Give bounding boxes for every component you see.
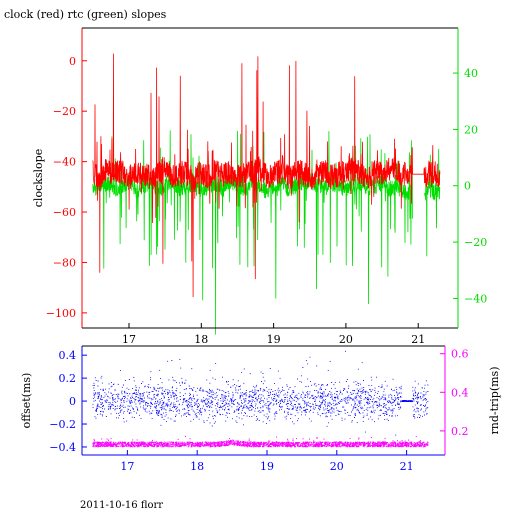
offset-y-tick-label: −0.2 — [49, 418, 76, 431]
y-tick-label: −100 — [46, 307, 76, 320]
y-tick-label: −60 — [53, 206, 76, 219]
offset-axis-label: offset(ms) — [20, 373, 33, 429]
bottom-x-tick-label: 19 — [260, 460, 274, 473]
y2-tick-label: −40 — [464, 292, 487, 305]
footer-label: 2011-10-16 florr — [80, 500, 163, 511]
roundtrip-y-tick-label: 0.4 — [451, 386, 469, 399]
offset-y-tick-label: −0.4 — [49, 441, 76, 454]
offset-y-tick-label: 0.4 — [59, 349, 77, 362]
roundtrip-scatter — [92, 435, 429, 448]
roundtrip-y-tick-label: 0.2 — [451, 425, 469, 438]
bottom-x-tick-label: 18 — [190, 460, 204, 473]
x-tick-label: 17 — [122, 333, 136, 346]
roundtrip-axis-label: rnd-trip(ms) — [488, 367, 501, 435]
y2-tick-label: 40 — [464, 67, 478, 80]
x-tick-label: 18 — [194, 333, 208, 346]
bottom-x-tick-label: 21 — [400, 460, 414, 473]
y2-tick-label: 20 — [464, 123, 478, 136]
x-tick-label: 21 — [411, 333, 425, 346]
offset-y-tick-label: 0 — [69, 395, 76, 408]
slopes-panel: 17 18 19 20 21 0 −20 −40 −60 −80 −100 40 20 0 −20 −40 cl… — [32, 27, 487, 346]
y-tick-label: −80 — [53, 256, 76, 269]
x-tick-label: 19 — [267, 333, 281, 346]
y-tick-label: −20 — [53, 105, 76, 118]
offset-scatter — [92, 350, 429, 436]
y-axis-label: clockslope — [32, 149, 45, 207]
y2-tick-label: −20 — [464, 236, 487, 249]
offset-panel: 17 18 19 20 21 0.4 0.2 0 −0.2 −0.4 0.6 0.4 0.2 offset… — [20, 345, 501, 473]
x-tick-label: 20 — [339, 333, 353, 346]
y2-tick-label: 0 — [464, 180, 471, 193]
chart-title: clock (red) rtc (green) slopes — [4, 8, 167, 21]
bottom-x-tick-label: 17 — [120, 460, 134, 473]
clock-series-line — [92, 53, 441, 298]
y-tick-label: 0 — [69, 55, 76, 68]
offset-y-tick-label: 0.2 — [59, 372, 77, 385]
bottom-x-tick-label: 20 — [330, 460, 344, 473]
y-tick-label: −40 — [53, 156, 76, 169]
roundtrip-y-tick-label: 0.6 — [451, 348, 469, 361]
